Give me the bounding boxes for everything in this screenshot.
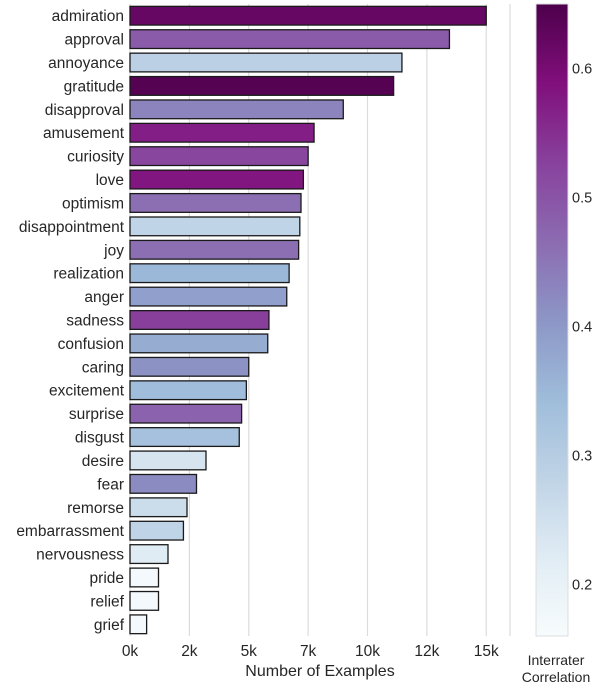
x-tick-label: 2k (181, 643, 198, 660)
bar-disappointment (129, 216, 301, 237)
colorbar-gradient (535, 3, 569, 637)
category-label: grief (94, 617, 125, 634)
colorbar-tick-label: 0.4 (572, 319, 592, 335)
category-label: caring (82, 359, 124, 376)
bar-caring (129, 356, 250, 377)
category-label: disgust (75, 430, 125, 447)
colorbar-title-line2: Correlation (522, 669, 590, 684)
bar-relief (129, 590, 160, 611)
colorbar-tick-label: 0.3 (572, 448, 592, 464)
bar-anger (129, 286, 288, 307)
category-label: surprise (69, 406, 124, 423)
colorbar-tick-label: 0.6 (572, 61, 592, 77)
colorbar-tick-label: 0.2 (572, 577, 592, 593)
bar-amusement (129, 122, 315, 143)
bar-desire (129, 450, 207, 471)
x-tick-label: 7k (300, 643, 317, 660)
category-label: excitement (49, 383, 125, 400)
x-tick-label: 12k (414, 643, 439, 660)
bar-grief (129, 614, 148, 635)
x-axis-title: Number of Examples (245, 663, 394, 680)
bar-optimism (129, 192, 302, 213)
bars (129, 5, 487, 635)
bar-curiosity (129, 146, 309, 167)
bar-love (129, 169, 305, 190)
bar-disgust (129, 427, 240, 448)
colorbar-tick-label: 0.5 (572, 190, 592, 206)
category-label: annoyance (48, 55, 124, 72)
category-label: disappointment (19, 219, 125, 236)
category-label: curiosity (67, 149, 124, 166)
x-axis: 0k 2k 5k 7k 10k 12k 15k (122, 643, 499, 660)
bar-pride (129, 567, 160, 588)
bar-remorse (129, 497, 188, 518)
category-label: desire (82, 453, 124, 470)
bar-approval (129, 29, 451, 50)
bar-gratitude (129, 75, 395, 96)
category-label: gratitude (64, 78, 124, 95)
bar-fear (129, 473, 198, 494)
x-tick-label: 0k (122, 643, 139, 660)
category-label: realization (53, 266, 124, 283)
category-label: admiration (52, 8, 124, 25)
x-tick-label: 10k (355, 643, 380, 660)
x-tick-label: 15k (474, 643, 499, 660)
bar-joy (129, 239, 300, 260)
bar-sadness (129, 309, 270, 331)
x-tick-label: 5k (241, 643, 258, 660)
category-label: confusion (58, 336, 124, 353)
category-label: anger (84, 289, 124, 306)
bar-confusion (129, 333, 269, 354)
category-label: love (96, 172, 124, 189)
category-label: pride (90, 570, 124, 587)
bar-annoyance (129, 52, 403, 73)
category-label: remorse (67, 500, 124, 517)
category-label: amusement (43, 125, 125, 142)
colorbar: 0.2 0.3 0.4 0.5 0.6 (535, 3, 592, 637)
category-label: optimism (62, 195, 124, 212)
category-label: nervousness (36, 547, 124, 564)
category-label: joy (103, 242, 124, 259)
category-label: fear (97, 476, 124, 493)
category-labels: admiration approval annoyance gratitude disa… (16, 8, 124, 634)
bar-disapproval (129, 99, 344, 120)
bar-embarrassment (129, 520, 185, 541)
category-label: disapproval (45, 102, 124, 119)
category-label: approval (65, 32, 124, 49)
category-label: sadness (66, 313, 124, 330)
bar-realization (129, 263, 290, 284)
colorbar-title-line1: Interrater (528, 652, 585, 668)
bar-nervousness (129, 544, 169, 565)
bar-surprise (129, 403, 243, 424)
bar-excitement (129, 380, 248, 401)
bar-admiration (129, 5, 487, 26)
category-label: embarrassment (16, 523, 124, 540)
category-label: relief (90, 593, 124, 610)
